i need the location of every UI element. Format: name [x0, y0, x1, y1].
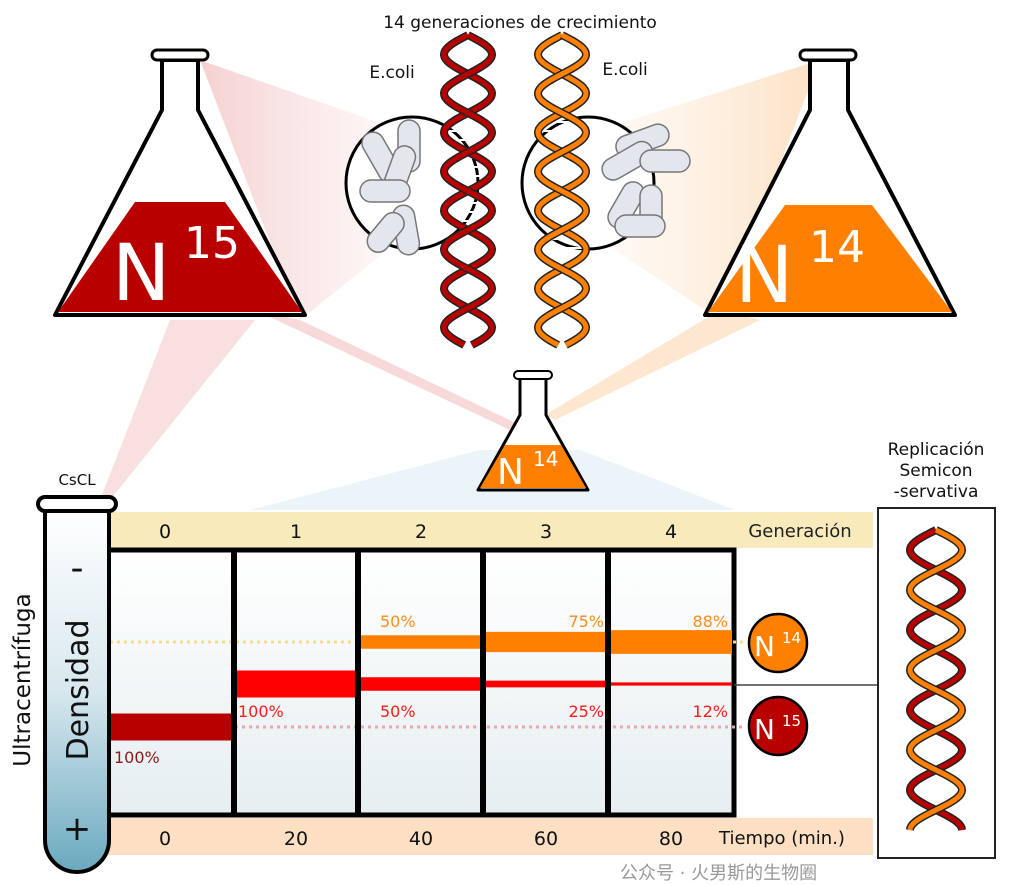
band-n14-percent: 75% — [568, 612, 604, 631]
replication-title-line: -servativa — [894, 482, 979, 502]
tube-label: CsCL — [58, 471, 96, 489]
legend-mass: 15 — [782, 712, 801, 730]
flask-mass: 14 — [533, 447, 558, 471]
time-value: 20 — [284, 828, 308, 850]
time-value: 0 — [159, 828, 171, 850]
density-label: Densidad — [61, 619, 96, 760]
gel-lane: 12% 88% — [610, 612, 732, 721]
band-n15-percent: 100% — [114, 748, 160, 767]
time-label: Tiempo (min.) — [718, 828, 845, 849]
n14-flask: N 14 — [703, 48, 957, 321]
title: 14 generaciones de crecimiento — [383, 13, 657, 33]
replication-title-line: Semicon — [899, 461, 972, 481]
dna-strand — [441, 32, 495, 348]
dna-helix-n14 — [533, 31, 591, 349]
legend-n15: N 15 — [747, 695, 809, 757]
dna-helix-n15 — [439, 31, 497, 349]
ecoli-label: E.coli — [369, 63, 414, 83]
legend-isotope: N — [754, 630, 775, 663]
band-n14 — [485, 631, 608, 653]
flask-isotope: N — [497, 452, 524, 493]
band-n14-percent: 88% — [692, 612, 728, 631]
band-hybrid-percent: 12% — [692, 702, 728, 721]
gel-lane: 100% — [236, 670, 358, 721]
time-value: 80 — [659, 828, 683, 850]
time-value: 40 — [409, 828, 433, 850]
generation-value: 3 — [540, 521, 552, 543]
band-hybrid — [360, 677, 483, 691]
n15-flask: N 15 — [53, 48, 307, 319]
generation-value: 1 — [290, 521, 302, 543]
band-n15 — [110, 713, 234, 741]
watermark: 公众号 · 火男斯的生物圈 — [620, 863, 817, 884]
ultracentrifuge-label: Ultracentrífuga — [10, 593, 36, 766]
band-hybrid-percent: 25% — [568, 702, 604, 721]
ecoli-label: E.coli — [602, 60, 647, 80]
cscl-tube: CsCL - Densidad + Ultracentrífuga — [10, 471, 118, 874]
dna-strand — [907, 527, 965, 831]
flask-isotope: N — [735, 231, 793, 321]
generation-value: 4 — [665, 521, 677, 543]
replication-title-line: Replicación — [888, 440, 985, 460]
beam-right-center — [545, 310, 760, 420]
center-n14-flask: N 14 — [476, 370, 590, 493]
generation-value: 2 — [415, 521, 427, 543]
band-n14 — [360, 635, 483, 649]
gel-lane: 50% 50% — [360, 612, 483, 721]
beam-left-down — [100, 320, 255, 500]
dna-strand — [535, 32, 589, 348]
density-minus: - — [71, 548, 84, 589]
legend-isotope: N — [754, 713, 775, 746]
dna-strand — [907, 527, 965, 831]
time-value: 60 — [534, 828, 558, 850]
generation-label: Generación — [748, 521, 851, 542]
legend-mass: 14 — [782, 629, 801, 647]
ecoli-circle-left: E.coli — [344, 63, 480, 256]
band-hybrid-percent: 100% — [238, 702, 284, 721]
time-band — [108, 818, 873, 855]
legend-n14: N 14 — [747, 612, 809, 674]
band-hybrid-percent: 50% — [380, 702, 416, 721]
beam-left-center — [255, 310, 520, 430]
band-n14 — [610, 630, 732, 654]
generation-band — [108, 512, 873, 548]
band-n14-percent: 50% — [380, 612, 416, 631]
gel-lane: 25% 75% — [485, 612, 608, 721]
flask-mass: 15 — [184, 218, 240, 269]
generation-value: 0 — [159, 521, 171, 543]
dna-helix-semiconservative — [905, 526, 967, 831]
gel-lane: 100% — [110, 713, 234, 767]
band-hybrid — [610, 682, 732, 686]
flask-isotope: N — [112, 229, 170, 319]
density-plus: + — [63, 809, 92, 849]
band-hybrid — [236, 670, 358, 698]
band-hybrid — [485, 680, 608, 688]
lane-dividers — [231, 550, 611, 815]
flask-mass: 14 — [809, 222, 865, 273]
beam-left — [200, 60, 400, 320]
